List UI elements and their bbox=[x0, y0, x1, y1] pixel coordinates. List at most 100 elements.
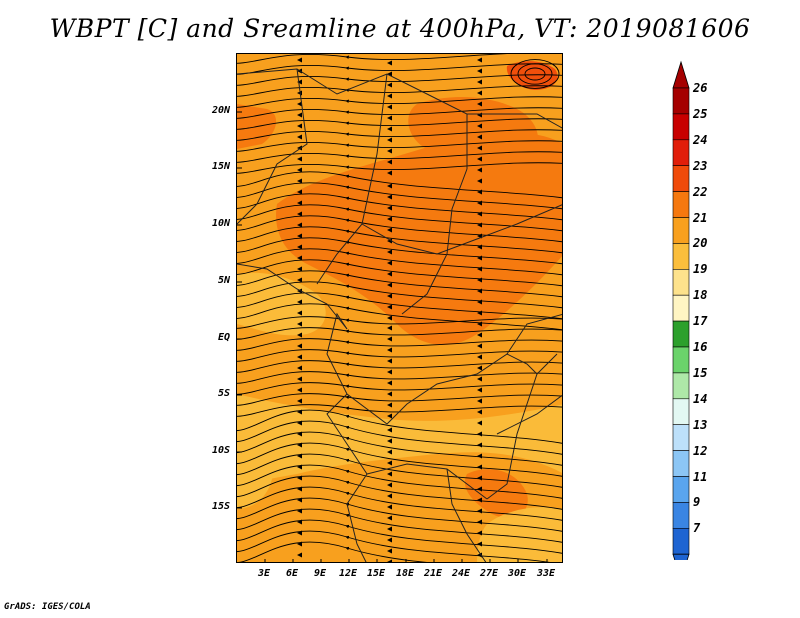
colorbar-label: 16 bbox=[693, 340, 708, 354]
streamline-arrow bbox=[387, 282, 392, 288]
streamline-arrow bbox=[477, 79, 482, 85]
country-border bbox=[467, 113, 562, 129]
streamline-arrow bbox=[477, 288, 482, 294]
colorbar-swatch bbox=[672, 217, 690, 244]
colorbar-label: 20 bbox=[693, 236, 708, 251]
colorbar-label: 12 bbox=[693, 443, 708, 458]
country-border bbox=[506, 353, 558, 375]
streamline-arrow bbox=[477, 266, 482, 272]
streamline-arrow bbox=[477, 145, 482, 151]
streamline-arrow bbox=[387, 413, 392, 419]
streamline-arrow bbox=[477, 398, 482, 404]
streamline-arrow bbox=[297, 200, 302, 206]
cool-patch-sw bbox=[237, 434, 273, 509]
streamline-arrow bbox=[477, 464, 482, 470]
colorbar-swatch bbox=[672, 113, 690, 141]
colorbar-label: 26 bbox=[693, 81, 708, 95]
streamline-arrow bbox=[297, 398, 302, 404]
vortex-ring bbox=[510, 59, 560, 89]
streamline-arrow bbox=[477, 299, 482, 305]
streamline-arrow bbox=[477, 277, 482, 283]
credit-text: GrADS: IGES/COLA bbox=[4, 602, 91, 612]
streamline-arrow bbox=[477, 68, 482, 74]
streamline-arrow bbox=[387, 460, 392, 466]
lat-label: 15N bbox=[211, 161, 230, 172]
streamline bbox=[237, 393, 562, 406]
streamline bbox=[237, 382, 562, 395]
streamline-arrow bbox=[387, 194, 392, 200]
lat-label: 5S bbox=[217, 388, 230, 399]
streamline bbox=[237, 226, 562, 254]
country-border bbox=[486, 373, 538, 500]
streamline-arrow bbox=[477, 486, 482, 492]
colorbar-swatch bbox=[672, 372, 690, 400]
streamline bbox=[237, 292, 562, 320]
streamline bbox=[237, 497, 562, 532]
lat-label: 10S bbox=[211, 445, 230, 456]
streamline bbox=[237, 162, 562, 174]
colorbar-label: 21 bbox=[693, 210, 708, 225]
streamline-arrow bbox=[297, 365, 302, 371]
streamline-arrow bbox=[477, 354, 482, 360]
streamline-arrow bbox=[297, 376, 302, 382]
streamline-arrow bbox=[297, 112, 302, 118]
lon-label: 9E bbox=[313, 568, 327, 579]
streamline bbox=[237, 63, 562, 75]
streamline-arrow bbox=[297, 167, 302, 173]
colorbar-label: 9 bbox=[693, 495, 701, 510]
streamline bbox=[237, 360, 562, 373]
streamline bbox=[237, 204, 562, 232]
lon-label: 12E bbox=[338, 568, 358, 579]
colorbar-label: 18 bbox=[693, 288, 708, 303]
lat-label: 20N bbox=[211, 105, 230, 116]
streamline-arrow bbox=[387, 427, 392, 433]
streamline-arrow bbox=[297, 233, 302, 239]
colorbar-label: 19 bbox=[693, 262, 708, 277]
streamline bbox=[237, 486, 562, 521]
streamline-arrow bbox=[297, 134, 302, 140]
streamline-arrow bbox=[477, 310, 482, 316]
vortex-ring bbox=[517, 63, 553, 85]
colorbar-label: 22 bbox=[693, 184, 708, 199]
streamline bbox=[237, 182, 562, 210]
streamline-arrow bbox=[297, 255, 302, 261]
colorbar bbox=[672, 60, 690, 560]
colorbar-swatch bbox=[672, 346, 690, 374]
colorbar-label: 7 bbox=[693, 521, 701, 536]
country-border bbox=[361, 204, 562, 255]
streamline-arrow bbox=[477, 167, 482, 173]
streamline bbox=[237, 316, 562, 329]
streamline-arrow bbox=[477, 376, 482, 382]
streamline-arrow bbox=[477, 244, 482, 250]
streamline-arrow bbox=[387, 159, 392, 165]
streamline-arrow bbox=[477, 530, 482, 536]
country-border bbox=[237, 68, 308, 225]
country-border bbox=[237, 263, 348, 330]
streamline-arrow bbox=[477, 123, 482, 129]
streamline-arrow bbox=[297, 343, 302, 349]
country-border bbox=[326, 312, 388, 425]
streamline-arrow bbox=[387, 402, 392, 408]
colorbar-label: 11 bbox=[693, 469, 708, 484]
streamline-arrow bbox=[387, 391, 392, 397]
streamline bbox=[237, 409, 562, 444]
streamline-arrow bbox=[297, 123, 302, 129]
streamline bbox=[237, 327, 562, 340]
vortex-ring bbox=[524, 67, 546, 81]
streamline-arrow bbox=[387, 493, 392, 499]
streamline-arrow bbox=[477, 453, 482, 459]
streamline bbox=[237, 519, 562, 554]
streamline-arrow bbox=[297, 332, 302, 338]
colorbar-swatch bbox=[672, 502, 690, 529]
streamline-arrow bbox=[297, 222, 302, 228]
cool-band-south bbox=[237, 394, 562, 484]
streamline bbox=[237, 74, 562, 86]
lon-label: 27E bbox=[479, 568, 499, 579]
colorbar-swatch bbox=[672, 243, 690, 270]
streamline-arrow bbox=[387, 249, 392, 255]
streamline bbox=[237, 140, 562, 152]
streamline-arrow bbox=[387, 216, 392, 222]
streamline-arrow bbox=[297, 299, 302, 305]
streamline bbox=[237, 215, 562, 243]
lon-label: 24E bbox=[451, 568, 471, 579]
